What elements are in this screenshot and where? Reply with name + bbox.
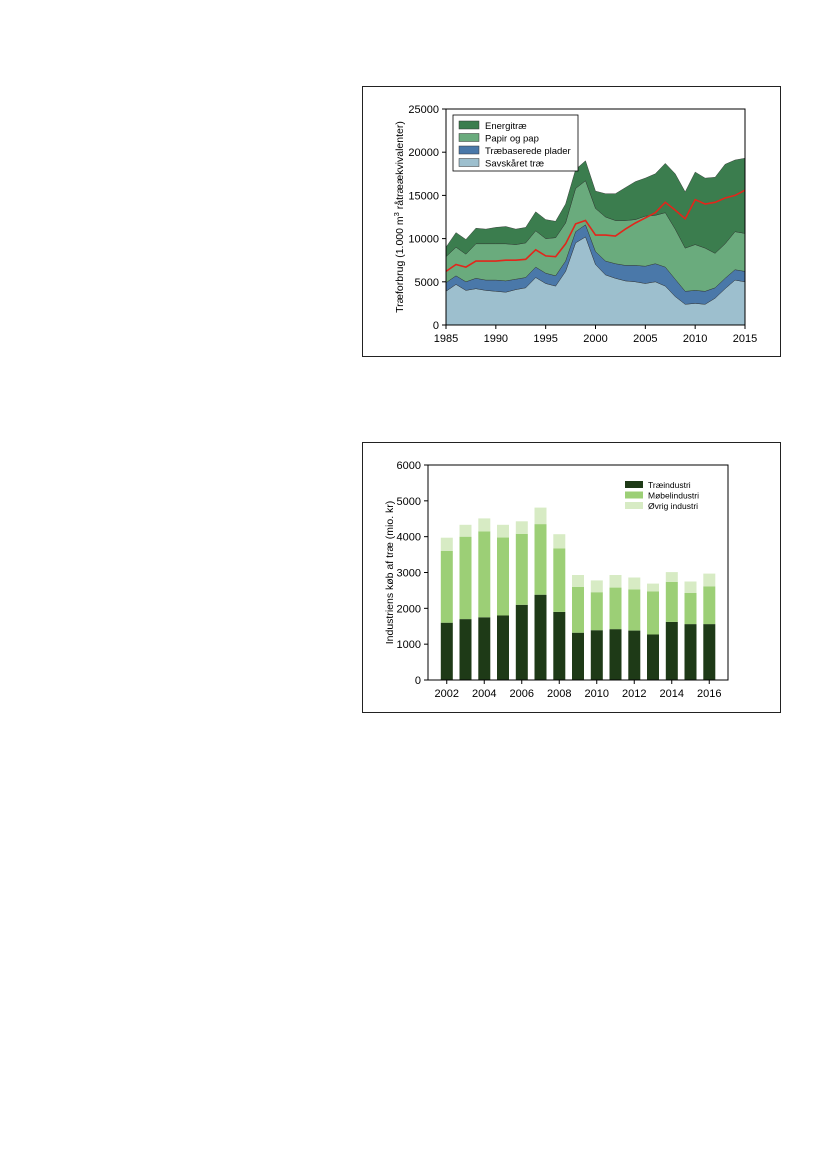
x-tick-label-5: 2012 — [622, 688, 646, 700]
y-axis-label: Industriens køb af træ (mio. kr) — [384, 501, 396, 645]
bar-2015-series-1 — [684, 592, 697, 625]
bar-2008-series-2 — [553, 534, 566, 549]
bar-2005-series-0 — [497, 615, 509, 680]
bar-2002-series-2 — [440, 537, 453, 551]
legend-label-0: Savskåret træ — [485, 159, 545, 170]
bar-2008-series-0 — [553, 611, 566, 680]
bar-2013-series-0 — [647, 634, 659, 680]
bar-2011-series-2 — [609, 575, 622, 588]
x-tick-label-2: 2006 — [510, 688, 534, 700]
bar-2012-series-2 — [628, 577, 641, 590]
y-tick-label-4: 4000 — [397, 532, 421, 544]
bar-2013-series-2 — [647, 583, 659, 592]
x-tick-label-1: 2004 — [472, 688, 496, 700]
y-tick-label-2: 2000 — [397, 603, 421, 615]
legend-swatch-3 — [458, 120, 480, 130]
y-tick-label-3: 3000 — [397, 568, 421, 580]
y-axis-label-superscript: 3 — [392, 212, 401, 216]
bar-2007-series-1 — [534, 524, 547, 595]
legend-label-2: Øvrig industri — [648, 501, 698, 511]
bar-2005-series-2 — [497, 524, 509, 538]
x-tick-label-7: 2016 — [697, 688, 721, 700]
y-tick-label-1: 1000 — [397, 639, 421, 651]
bar-2014-series-0 — [665, 621, 678, 680]
x-tick-label-2: 1995 — [533, 333, 557, 345]
bar-2009-series-0 — [572, 632, 584, 680]
industry-wood-purchase-chart-panel: 0 1000 2000 3000 4000 5000 6000 2002 2004 2006 200… — [362, 442, 781, 713]
x-tick-label-6: 2015 — [733, 333, 757, 345]
x-tick-label-3: 2008 — [547, 688, 571, 700]
bar-2007-series-0 — [534, 594, 547, 680]
legend-swatch-2 — [458, 133, 480, 142]
bar-2009-series-2 — [572, 575, 584, 587]
bar-2015-series-2 — [684, 581, 697, 593]
x-tick-label-3: 2000 — [583, 333, 607, 345]
x-tick-label-1: 1990 — [484, 333, 508, 345]
bar-2006-series-0 — [515, 604, 528, 681]
wood-consumption-area-chart: 0 5000 10000 15000 20000 25000 1985 1990 1995 200… — [392, 104, 757, 345]
y-tick-label-5: 5000 — [397, 496, 421, 508]
bar-2016-series-1 — [703, 586, 716, 625]
y-tick-label-0: 0 — [415, 675, 421, 687]
bar-2016-series-2 — [703, 573, 716, 587]
x-tick-label-0: 2002 — [435, 688, 459, 700]
bar-2015-series-0 — [684, 624, 697, 680]
bar-2003-series-0 — [459, 619, 472, 680]
bar-2004-series-0 — [478, 617, 491, 680]
y-tick-label-2: 10000 — [408, 234, 439, 246]
x-tick-label-0: 1985 — [434, 333, 458, 345]
bar-2006-series-2 — [515, 521, 528, 534]
y-tick-label-3: 15000 — [408, 190, 439, 202]
bar-2012-series-1 — [628, 589, 641, 631]
legend-label-2: Papir og pap — [485, 134, 539, 145]
legend-swatch-1 — [625, 491, 643, 499]
legend-label-0: Træindustri — [648, 480, 691, 490]
y-tick-label-1: 5000 — [415, 277, 439, 289]
bar-2011-series-1 — [609, 587, 622, 630]
bar-2012-series-0 — [628, 630, 641, 680]
bar-2010-series-0 — [590, 630, 603, 680]
total-line — [445, 189, 746, 273]
bar-2010-series-2 — [590, 580, 603, 593]
y-tick-label-4: 20000 — [408, 147, 439, 159]
bar-2011-series-0 — [609, 629, 622, 680]
bar-2010-series-1 — [590, 592, 603, 631]
bar-2004-series-2 — [478, 518, 491, 532]
bar-2009-series-1 — [572, 586, 584, 633]
legend-label-1: Træbaserede plader — [485, 146, 571, 157]
bar-2013-series-1 — [647, 591, 659, 635]
x-tick-label-4: 2005 — [633, 333, 657, 345]
industry-wood-purchase-bar-chart: 0 1000 2000 3000 4000 5000 6000 2002 2004 2006 200… — [384, 460, 729, 700]
x-tick-label-5: 2010 — [683, 333, 707, 345]
bar-2008-series-1 — [553, 548, 566, 612]
legend-label-1: Møbelindustri — [648, 491, 699, 501]
bar-2014-series-2 — [665, 572, 678, 582]
bar-2003-series-1 — [459, 536, 472, 620]
bar-2016-series-0 — [703, 624, 716, 680]
legend-swatch-0 — [458, 158, 480, 167]
bar-2007-series-2 — [534, 507, 547, 525]
y-tick-label-6: 6000 — [397, 460, 421, 472]
x-tick-label-6: 2014 — [660, 688, 684, 700]
bar-2002-series-0 — [440, 622, 453, 680]
y-tick-label-5: 25000 — [408, 104, 439, 116]
y-axis-label-part2: råtræækvivalenter) — [394, 121, 406, 212]
bar-2004-series-1 — [478, 531, 491, 618]
legend-label-3: Energitræ — [485, 121, 527, 132]
legend-swatch-2 — [625, 502, 643, 509]
legend-swatch-1 — [458, 145, 480, 155]
bar-2003-series-2 — [459, 524, 472, 537]
wood-consumption-chart-panel: 0 5000 10000 15000 20000 25000 1985 1990 1995 200… — [362, 86, 781, 357]
bar-2006-series-1 — [515, 533, 528, 605]
legend-swatch-0 — [625, 481, 643, 488]
bar-2002-series-1 — [440, 551, 453, 623]
y-axis-label-part1: Træforbrug (1.000 m — [394, 216, 406, 313]
bar-2005-series-1 — [497, 537, 509, 616]
y-axis-label: Træforbrug (1.000 m3 råtræækvivalenter) — [392, 121, 406, 313]
x-tick-label-4: 2010 — [585, 688, 609, 700]
y-tick-label-0: 0 — [433, 320, 439, 332]
bar-2014-series-1 — [665, 581, 678, 622]
